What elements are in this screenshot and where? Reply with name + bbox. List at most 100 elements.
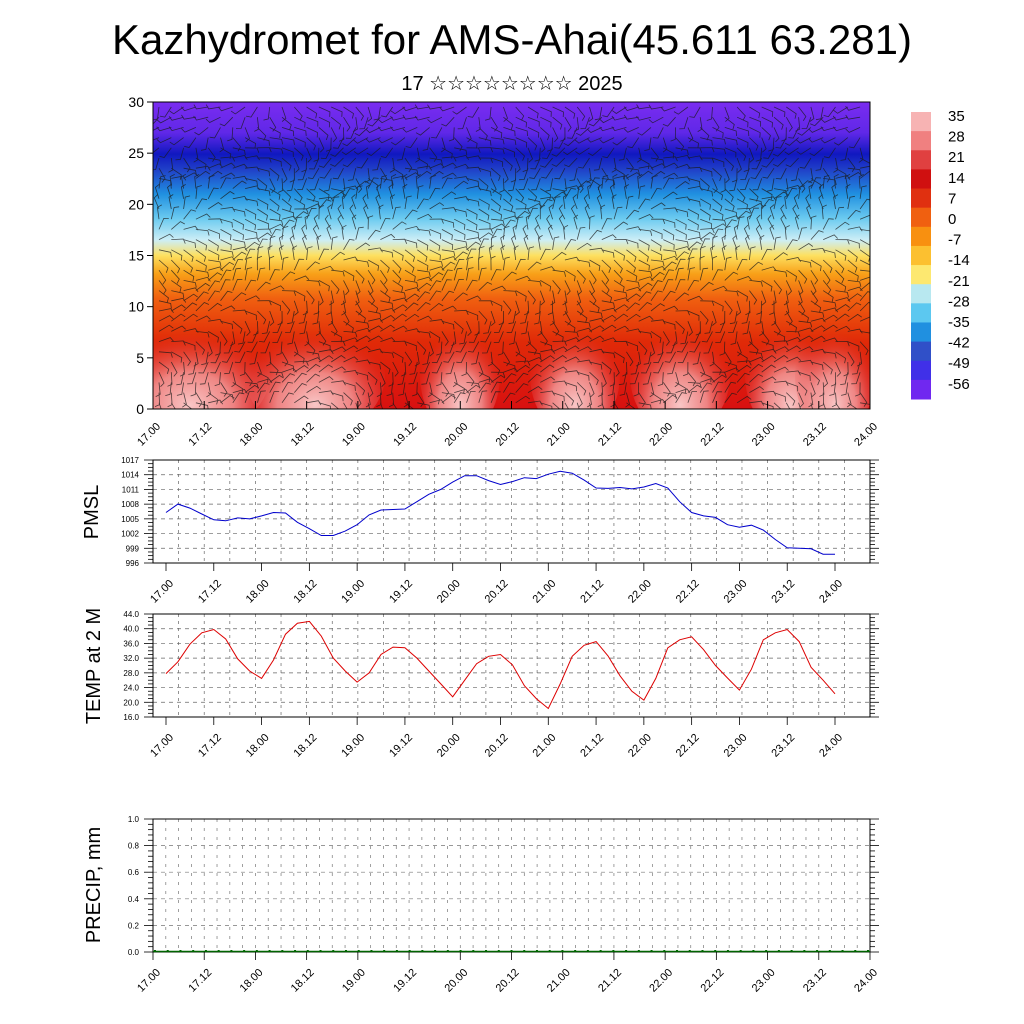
- wind-barb: [503, 271, 517, 281]
- wind-barb: [798, 269, 808, 284]
- wind-barb: [281, 198, 292, 212]
- wind-barb: [823, 300, 837, 308]
- colorbar-label: 0: [948, 211, 956, 228]
- wind-barb: [508, 178, 517, 192]
- wind-barb: [380, 259, 390, 273]
- wind-barb: [365, 137, 381, 143]
- wind-barb: [158, 351, 173, 358]
- wind-barb: [552, 106, 564, 118]
- x-tick-label: 17.12: [186, 967, 214, 995]
- wind-barb: [441, 116, 455, 127]
- wind-barb: [439, 106, 455, 112]
- wind-barb: [636, 104, 652, 110]
- wind-barb: [404, 195, 412, 210]
- wind-barb: [158, 337, 174, 342]
- wind-barb: [780, 204, 787, 220]
- wind-barb: [330, 127, 338, 143]
- wind-barb: [786, 356, 802, 363]
- wind-barb: [547, 224, 553, 240]
- wind-barb: [417, 213, 433, 220]
- wind-barb: [183, 269, 195, 282]
- colorbar-label: -35: [948, 314, 970, 331]
- wind-barb: [345, 127, 357, 139]
- wind-barb: [380, 290, 391, 303]
- wind-barb: [567, 127, 578, 139]
- wind-barb: [183, 287, 199, 293]
- wind-barb: [644, 137, 652, 151]
- wind-barb: [232, 175, 248, 181]
- colorbar-label: 21: [948, 149, 965, 166]
- wind-barb: [220, 156, 236, 162]
- wind-barb: [330, 280, 340, 295]
- wind-barb: [232, 147, 246, 156]
- wind-barb: [224, 361, 234, 375]
- wind-barb: [810, 116, 824, 127]
- colorbar-swatch: [911, 379, 931, 400]
- wind-barb: [416, 291, 430, 302]
- wind-barb: [417, 229, 431, 236]
- wind-barb: [527, 357, 543, 363]
- wind-barb: [712, 137, 726, 145]
- wind-barb: [599, 137, 615, 144]
- wind-barb: [796, 137, 812, 144]
- wind-barb: [388, 372, 394, 387]
- wind-barb: [791, 168, 799, 182]
- wind-barb: [367, 116, 381, 127]
- wind-barb: [478, 167, 492, 177]
- wind-barb: [257, 267, 266, 281]
- wind-barb: [181, 173, 187, 189]
- wind-barb: [404, 225, 420, 231]
- wind-barb: [392, 221, 407, 230]
- wind-barb: [736, 127, 750, 137]
- wind-barb: [700, 300, 715, 306]
- wind-barb: [860, 402, 870, 405]
- wind-barb: [419, 361, 430, 374]
- wind-barb: [851, 361, 861, 375]
- wind-barb: [612, 137, 627, 146]
- wind-barb: [552, 380, 568, 386]
- wind-barb: [662, 279, 674, 291]
- wind-barb: [490, 116, 498, 132]
- wind-barb: [638, 157, 650, 169]
- wind-barb: [500, 234, 506, 250]
- wind-barb: [724, 198, 735, 212]
- wind-barb: [798, 180, 813, 189]
- wind-barb: [402, 173, 408, 189]
- wind-barb: [822, 269, 831, 285]
- wind-barb: [343, 320, 354, 333]
- wind-barb: [675, 292, 690, 302]
- x-tick-label: 22.00: [626, 732, 654, 760]
- wind-barb: [380, 175, 387, 189]
- wind-barb: [663, 156, 678, 162]
- wind-barb: [660, 106, 676, 112]
- x-tick-label: 20.00: [435, 732, 463, 760]
- y-tick-label: 32.0: [123, 654, 139, 663]
- wind-barb: [638, 291, 652, 302]
- wind-barb: [294, 365, 309, 373]
- wind-barb: [611, 126, 627, 132]
- wind-barb: [313, 214, 320, 230]
- wind-barb: [272, 321, 283, 333]
- wind-barb: [662, 116, 676, 127]
- wind-barb: [281, 290, 297, 296]
- wind-barb: [339, 127, 345, 142]
- wind-barb: [712, 228, 724, 240]
- wind-barb: [466, 256, 474, 271]
- wind-barb: [564, 239, 577, 251]
- wind-barb: [341, 147, 357, 156]
- wind-barb: [355, 320, 370, 329]
- wind-barb: [699, 127, 710, 141]
- wind-barb: [269, 223, 285, 230]
- wind-barb: [554, 168, 566, 180]
- wind-barb: [453, 137, 463, 152]
- x-tick-label: 18.12: [292, 578, 320, 606]
- colorbar-label: 35: [948, 108, 965, 125]
- wind-barb: [650, 239, 662, 251]
- wind-barb: [232, 267, 242, 281]
- wind-barb: [638, 341, 648, 356]
- wind-barb: [343, 402, 348, 409]
- wind-barb: [761, 266, 777, 272]
- wind-barb: [306, 188, 316, 202]
- wind-barb: [466, 391, 476, 403]
